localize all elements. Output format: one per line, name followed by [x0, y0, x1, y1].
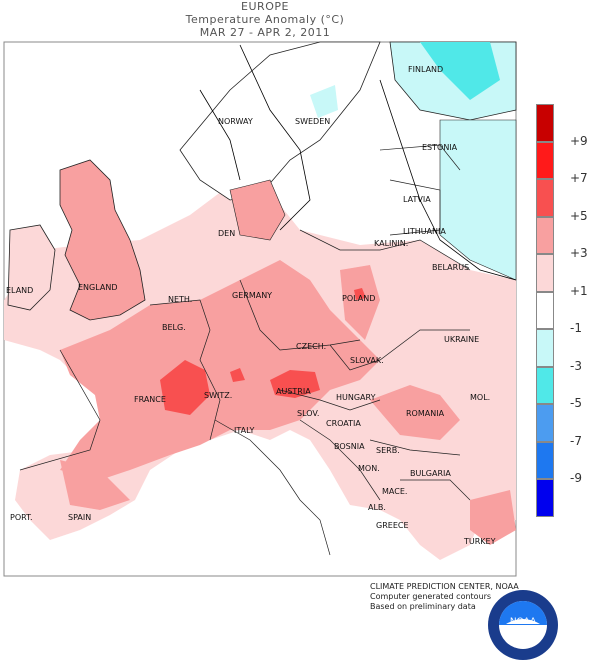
legend-swatch	[536, 366, 554, 404]
legend-label: +9	[570, 133, 588, 148]
zone-plus3	[60, 260, 380, 480]
label-hungary: HUNGARY	[336, 393, 376, 402]
zone-austria-plus5	[270, 370, 320, 398]
label-finland: FINLAND	[408, 65, 443, 74]
label-bulgaria: BULGARIA	[410, 469, 451, 478]
label-croatia: CROATIA	[326, 419, 361, 428]
label-mace: MACE.	[382, 487, 407, 496]
label-mol: MOL.	[470, 393, 490, 402]
zone-turkey-plus3	[470, 490, 516, 545]
legend-swatch	[536, 441, 554, 479]
label-england: ENGLAND	[78, 283, 118, 292]
country-labels: FINLAND NORWAY SWEDEN ESTONIA LATVIA LIT…	[6, 65, 496, 546]
legend-swatch	[536, 141, 554, 179]
label-serb: SERB.	[376, 446, 400, 455]
borders	[19, 144, 471, 556]
credit-line-2: Computer generated contours	[370, 592, 492, 601]
legend-label: +7	[570, 171, 588, 185]
noaa-logo: NOAA	[488, 590, 558, 660]
label-belarus: BELARUS	[432, 263, 469, 272]
label-france: FRANCE	[134, 395, 166, 404]
label-lithuania: LITHUANIA	[403, 227, 446, 236]
label-latvia: LATVIA	[403, 195, 431, 204]
zone-poland-plus5	[354, 288, 366, 300]
label-mon: MON.	[358, 464, 380, 473]
credit-line-3: Based on preliminary data	[370, 602, 476, 611]
legend-label: +3	[570, 246, 588, 260]
label-poland: POLAND	[342, 294, 375, 303]
map-title: Temperature Anomaly (°C)	[185, 13, 345, 26]
label-den: DEN	[218, 229, 235, 238]
legend-swatch	[536, 329, 554, 367]
label-czech: CZECH.	[296, 342, 326, 351]
credit-line-1: CLIMATE PREDICTION CENTER, NOAA	[370, 582, 519, 591]
title-block: EUROPE Temperature Anomaly (°C) MAR 27 -…	[0, 0, 530, 39]
label-ireland: ELAND	[6, 286, 33, 295]
label-neth: NETH.	[168, 295, 192, 304]
legend-label: -1	[570, 321, 582, 335]
zone-romania-plus3	[370, 385, 460, 440]
zone-spain-plus3	[60, 460, 130, 510]
label-austria: AUSTRIA	[276, 387, 311, 396]
label-port: PORT.	[10, 513, 33, 522]
legend-label: +5	[570, 208, 588, 223]
legend-swatch	[536, 404, 554, 442]
label-bosnia: BOSNIA	[334, 442, 365, 451]
zone-switz-plus5	[230, 368, 245, 382]
legend-label: -3	[570, 358, 582, 373]
legend-swatch	[536, 179, 554, 217]
contours	[199, 44, 517, 281]
label-slovak: SLOVAK.	[350, 356, 384, 365]
label-alb: ALB.	[368, 503, 386, 512]
color-legend	[536, 104, 554, 517]
zone-poland-plus3	[340, 265, 380, 340]
scandinavia	[179, 41, 517, 281]
legend-label: +1	[570, 283, 588, 298]
label-romania: ROMANIA	[406, 409, 445, 418]
label-slov: SLOV.	[297, 409, 319, 418]
label-greece: GREECE	[376, 521, 409, 530]
label-belg: BELG.	[162, 323, 186, 332]
label-ukraine: UKRAINE	[444, 335, 479, 344]
legend-swatch	[536, 216, 554, 254]
label-switz: SWITZ.	[204, 391, 232, 400]
legend-swatch	[536, 104, 554, 142]
label-sweden: SWEDEN	[295, 117, 330, 126]
legend-label: -7	[570, 433, 582, 448]
label-italy: ITALY	[234, 426, 254, 435]
label-norway: NORWAY	[218, 117, 253, 126]
label-germany: GERMANY	[232, 291, 272, 300]
map-period: MAR 27 - APR 2, 2011	[199, 26, 331, 39]
logo-text: NOAA	[510, 617, 537, 627]
legend-label: -5	[570, 396, 582, 410]
credits: CLIMATE PREDICTION CENTER, NOAA Computer…	[370, 582, 519, 612]
legend-swatch	[536, 254, 554, 292]
label-estonia: ESTONIA	[422, 143, 458, 152]
legend-swatch	[536, 291, 554, 329]
label-turkey: TURKEY	[463, 537, 496, 546]
legend-label: -9	[570, 471, 582, 485]
map-region: EUROPE	[241, 0, 289, 13]
zone-france-plus5	[160, 360, 210, 415]
label-spain: SPAIN	[68, 513, 91, 522]
legend-swatch	[536, 479, 554, 517]
label-kalinin: KALININ.	[374, 239, 408, 248]
